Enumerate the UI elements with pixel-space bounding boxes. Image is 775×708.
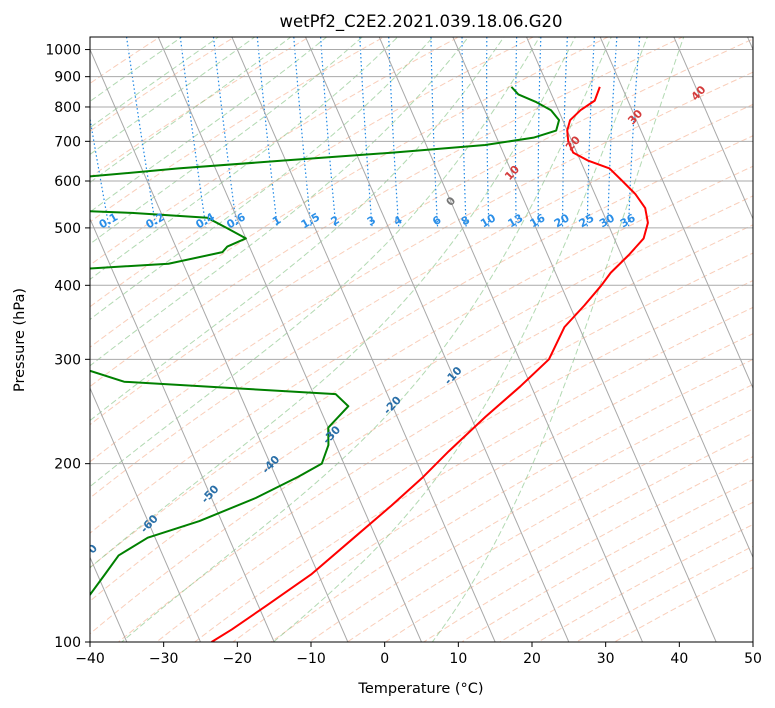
chart-title: wetPf2_C2E2.2021.039.18.06.G20 [279,12,562,32]
isotherm-line [157,37,423,642]
x-tick-label: −40 [75,651,105,667]
dry-adiabat [90,37,610,348]
sounding-profiles [90,86,649,642]
y-tick-label: 300 [54,352,81,368]
x-tick-label: 50 [744,651,762,667]
moist-adiabat [90,37,576,569]
dewpoint-profile [90,86,561,597]
x-tick-label: 40 [670,651,688,667]
isobars [90,49,753,642]
x-axis: −40 −30 −20 −10 0 10 20 30 40 50 [75,642,762,667]
isotherm-label: -70 [77,542,100,566]
x-tick-label: −10 [296,651,326,667]
isotherm-line [599,37,753,390]
moist-adiabat [90,37,220,129]
y-tick-label: 700 [54,134,81,150]
isotherm-line [90,217,275,642]
isotherm-line [90,48,349,642]
moist-adiabat [90,37,256,156]
dry-adiabat [90,37,684,388]
isotherm-line [90,386,202,642]
x-tick-label: 30 [597,651,615,667]
dry-adiabats [90,37,753,642]
y-tick-label: 900 [54,70,81,86]
dry-adiabat [90,135,753,534]
x-tick-label: −20 [223,651,253,667]
isotherm-line [452,37,717,642]
y-axis: 1000 900 800 700 600 500 400 300 200 100 [45,43,90,651]
dry-adiabat [90,37,311,178]
y-axis-label: Pressure (hPa) [12,288,28,392]
y-tick-label: 800 [54,100,81,116]
moist-adiabat [90,37,183,102]
dry-adiabat [90,37,385,223]
dry-adiabat [90,195,753,602]
dry-adiabat [308,383,753,642]
y-tick-label: 200 [54,457,81,473]
x-tick-label: −30 [149,651,179,667]
y-tick-label: 500 [54,221,81,237]
isotherm-line [231,37,496,642]
plot-frame [89,36,754,643]
isotherms [90,37,753,642]
x-tick-label: 10 [449,651,467,667]
y-tick-label: 100 [54,635,81,651]
moist-adiabat [90,37,470,367]
moist-adiabat [90,37,328,213]
y-tick-label: 400 [54,278,81,294]
dry-adiabat [90,37,161,84]
dry-adiabat [90,103,753,499]
dry-adiabat [90,224,753,635]
x-tick-label: 0 [380,651,389,667]
dry-adiabat [193,306,753,642]
isotherm-line [304,37,570,642]
moist-adiabat [90,37,541,488]
dry-adiabat [117,252,753,642]
dry-adiabat [90,37,535,308]
y-tick-label: 600 [54,174,81,190]
x-tick-label: 20 [523,651,541,667]
dry-adiabat [270,358,753,642]
plot-area: 0.10.20.40.611.52346810131620253036-100-… [77,37,753,642]
y-tick-label: 1000 [45,43,81,59]
isotherm-line [378,37,644,642]
x-axis-label: Temperature (°C) [357,681,483,697]
isotherm-line [673,37,753,221]
temperature-profile [211,86,649,642]
